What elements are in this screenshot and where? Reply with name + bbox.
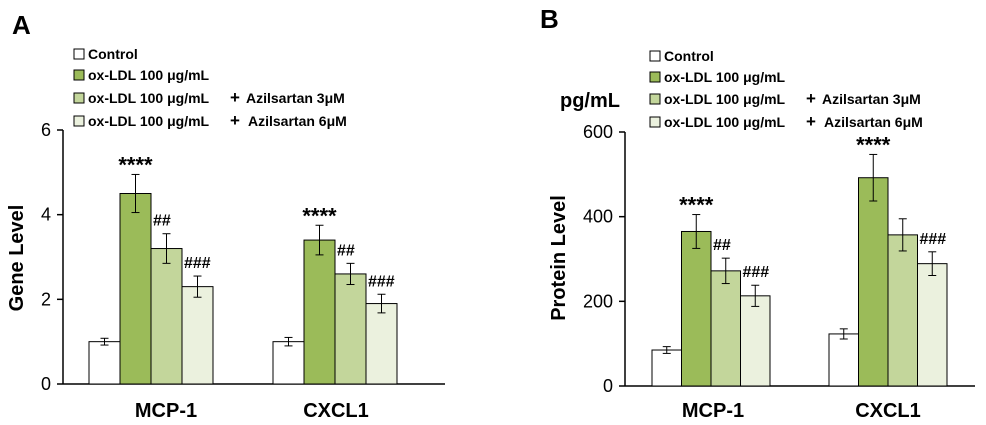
panel-letter-a: A <box>12 10 31 40</box>
bar-mcp1-series-0 <box>88 341 121 385</box>
legend-b-swatch-azil6 <box>649 116 661 128</box>
annotations-a: ****#####****##### <box>118 152 394 290</box>
bars-b <box>651 153 948 387</box>
legend-a-label-control: Control <box>88 46 138 62</box>
legend-a-label-azil6: ox-LDL 100 μg/mL <box>88 113 210 129</box>
panel-b: B Control ox-LDL 100 μg/mL ox-LDL 100 μg… <box>540 4 975 422</box>
y-tick-label: 6 <box>41 120 51 140</box>
bar-mcp1-series-2 <box>710 270 741 387</box>
significance-stars: **** <box>856 132 891 157</box>
legend-a-swatch-control <box>73 48 85 60</box>
legend-b-label-oxldl: ox-LDL 100 μg/mL <box>664 69 786 85</box>
significance-hashes: ## <box>153 213 171 230</box>
annotations-b: ****#####****### <box>679 132 946 281</box>
category-label-a-cxcl1: CXCL1 <box>303 400 369 422</box>
unit-label-b: pg/mL <box>560 90 620 112</box>
legend-a-swatch-azil3 <box>73 92 85 104</box>
legend-b-swatch-oxldl <box>649 71 661 83</box>
y-tick-label: 0 <box>603 376 613 396</box>
y-tick-label: 200 <box>583 291 613 311</box>
legend-b: Control ox-LDL 100 μg/mL ox-LDL 100 μg/m… <box>649 48 923 131</box>
category-label-a-mcp1: MCP-1 <box>135 400 197 422</box>
y-tick-label: 0 <box>41 374 51 394</box>
bars-a <box>88 173 398 385</box>
y-ticks-b: 0 200 400 600 <box>583 122 625 396</box>
legend-a-swatch-azil6 <box>73 115 85 127</box>
bar-cxcl1-series-1 <box>303 239 336 385</box>
legend-b-plus-azil6: + <box>806 112 816 131</box>
panel-letter-b: B <box>540 4 559 34</box>
bar-cxcl1-series-2 <box>887 234 918 387</box>
y-axis-label-a: Gene Level <box>6 205 28 312</box>
significance-hashes: ### <box>368 273 395 290</box>
legend-a-label-oxldl: ox-LDL 100 μg/mL <box>88 67 210 83</box>
significance-hashes: ## <box>713 237 731 254</box>
bar-cxcl1-series-3 <box>917 263 948 387</box>
y-tick-label: 400 <box>583 207 613 227</box>
significance-hashes: ### <box>743 264 770 281</box>
legend-b-plus-azil3: + <box>806 89 816 108</box>
legend-b-label-azil6: ox-LDL 100 μg/mL <box>664 114 786 130</box>
legend-b-drug-azil6: Azilsartan 6μM <box>824 114 923 130</box>
y-tick-label: 600 <box>583 122 613 142</box>
y-tick-label: 2 <box>41 289 51 309</box>
legend-b-label-control: Control <box>664 48 714 64</box>
significance-stars: **** <box>679 193 714 218</box>
y-ticks-a: 0 2 4 6 <box>41 120 63 394</box>
bar-cxcl1-series-0 <box>828 333 859 387</box>
legend-a-drug-azil3: Azilsartan 3μM <box>246 90 345 106</box>
legend-b-drug-azil3: Azilsartan 3μM <box>822 91 921 107</box>
legend-a-swatch-oxldl <box>73 69 85 81</box>
legend-a-plus-azil3: + <box>230 88 240 107</box>
bar-mcp1-series-1 <box>681 230 712 387</box>
category-label-b-cxcl1: CXCL1 <box>855 400 921 422</box>
y-axis-label-b: Protein Level <box>548 195 570 321</box>
legend-b-swatch-control <box>649 50 661 62</box>
legend-b-swatch-azil3 <box>649 93 661 105</box>
bar-mcp1-series-0 <box>651 349 682 387</box>
legend-a-plus-azil6: + <box>230 111 240 130</box>
y-tick-label: 4 <box>41 205 51 225</box>
bar-cxcl1-series-2 <box>334 273 367 385</box>
legend-b-label-azil3: ox-LDL 100 μg/mL <box>664 91 786 107</box>
significance-stars: **** <box>302 203 337 228</box>
bar-mcp1-series-3 <box>740 295 771 387</box>
bar-mcp1-series-3 <box>181 286 214 385</box>
panel-a: A Control ox-LDL 100 μg/mL ox-LDL 100 μg… <box>6 10 445 422</box>
legend-a: Control ox-LDL 100 μg/mL ox-LDL 100 μg/m… <box>73 46 347 130</box>
significance-hashes: ## <box>337 242 355 259</box>
significance-hashes: ### <box>184 255 211 272</box>
significance-hashes: ### <box>920 231 947 248</box>
bar-cxcl1-series-1 <box>858 177 889 387</box>
bar-mcp1-series-2 <box>150 248 183 385</box>
significance-stars: **** <box>118 152 153 177</box>
bar-mcp1-series-1 <box>119 193 152 385</box>
category-label-b-mcp1: MCP-1 <box>682 400 744 422</box>
legend-a-label-azil3: ox-LDL 100 μg/mL <box>88 90 210 106</box>
legend-a-drug-azil6: Azilsartan 6μM <box>248 113 347 129</box>
bar-cxcl1-series-3 <box>365 303 398 385</box>
bar-cxcl1-series-0 <box>272 341 305 385</box>
